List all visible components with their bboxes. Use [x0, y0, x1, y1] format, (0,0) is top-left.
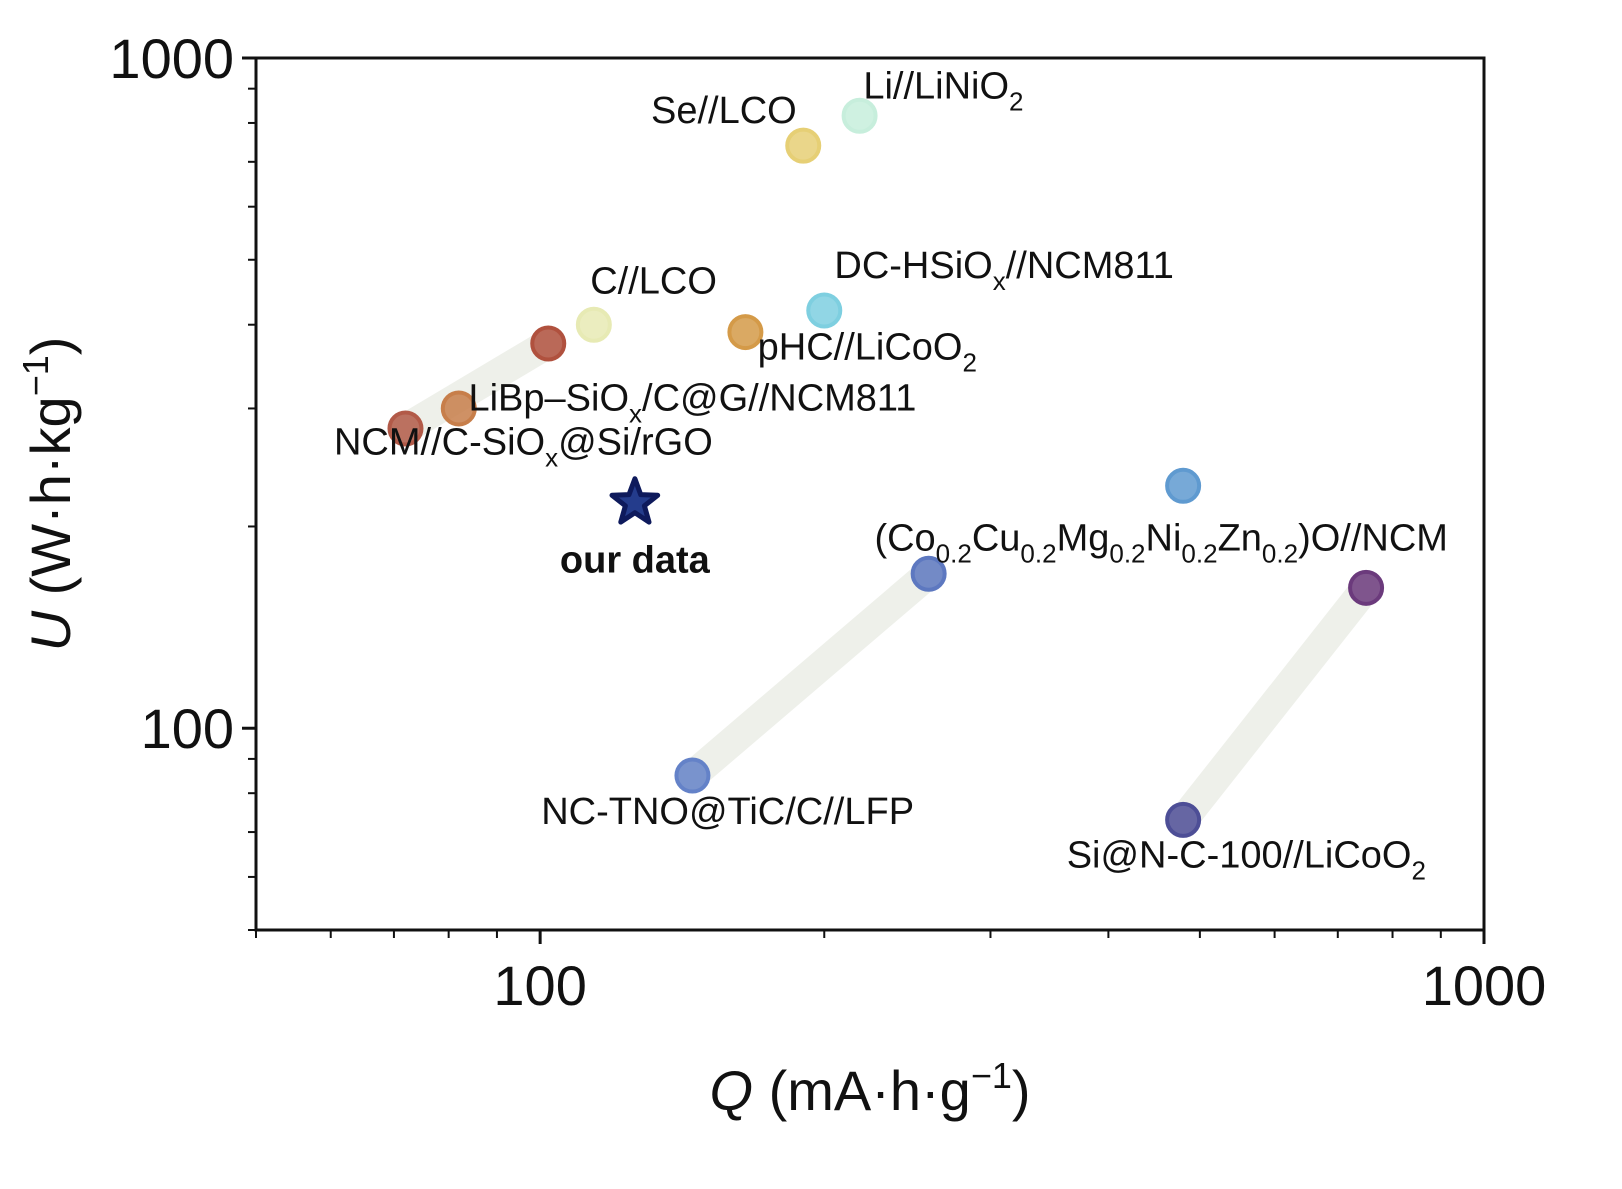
data-point-co-cu-mg-upper [910, 555, 947, 592]
data-point-nc-tno [674, 757, 711, 794]
label-part: Si@N-C-100//LiCoO [1067, 834, 1412, 876]
point-label-co-cu-mg: (Co0.2Cu0.2Mg0.2Ni0.2Zn0.2)O//NCM [874, 518, 1448, 569]
axes-layer [254, 56, 1486, 932]
label-part: x [629, 398, 642, 428]
connector-band-1 [677, 558, 944, 791]
y-tick-label-100: 100 [141, 697, 234, 760]
point-label-c-lco: C//LCO [590, 261, 717, 303]
data-point-li-linio2 [841, 97, 878, 134]
connector-band-2 [1168, 572, 1382, 835]
label-part: NCM//C-SiO [334, 422, 545, 464]
y-axis-unit-exponent: −1 [15, 355, 56, 396]
label-part: LiBp–SiO [468, 377, 629, 419]
point-label-si-n-c: Si@N-C-100//LiCoO2 [1067, 834, 1426, 885]
data-point-si-n-c-upper [1348, 569, 1385, 606]
points-layer: our data [387, 97, 1385, 838]
connector-layer [390, 328, 1382, 835]
y-axis-unit: (W·h·kg [19, 396, 82, 611]
label-part: x [993, 266, 1006, 296]
y-axis-variable: U [19, 610, 82, 651]
data-point-c-lco [575, 306, 612, 343]
y-axis-title: U (W·h·kg−1) [15, 337, 82, 652]
y-tick-label-1000: 1000 [109, 27, 234, 90]
label-part: /C@G//NCM811 [642, 377, 916, 419]
x-axis-unit-close: ) [1012, 1059, 1031, 1122]
label-part: x [545, 443, 558, 473]
label-part: @Si/rGO [558, 422, 713, 464]
point-label-li-linio2: Li//LiNiO2 [863, 66, 1023, 117]
plot-frame [254, 56, 1486, 932]
label-part: 0.2 [1181, 539, 1217, 569]
x-axis-title: Q (mA·h·g−1) [709, 1055, 1030, 1122]
label-part: 0.2 [1109, 539, 1145, 569]
data-point-dc-hsiox [806, 292, 843, 329]
label-part: //NCM811 [1006, 245, 1174, 287]
label-part: Li//LiNiO [863, 66, 1009, 108]
ticks-layer: 100 1000 100 1000 [109, 27, 1546, 1017]
data-point-hec-upper [1165, 467, 1202, 504]
label-part: pHC//LiCoO [758, 326, 963, 368]
label-part: DC-HSiO [834, 245, 992, 287]
point-label-libp-siox: LiBp–SiOx/C@G//NCM811 [468, 377, 916, 428]
label-part: 2 [962, 347, 976, 377]
label-part: Zn [1218, 518, 1262, 560]
data-point-si-n-c-lower [1165, 801, 1202, 838]
point-label-dc-hsiox: DC-HSiOx//NCM811 [834, 245, 1174, 296]
our-data-label: our data [560, 540, 711, 582]
point-label-ncm-c-siox: NCM//C-SiOx@Si/rGO [334, 422, 713, 473]
label-part: 0.2 [1262, 539, 1298, 569]
data-point-ncm-c-siox [387, 410, 424, 447]
data-point-phc-licoo2 [727, 314, 764, 351]
label-part: Ni [1146, 518, 1182, 560]
connector-band-0 [390, 328, 564, 444]
x-axis-variable: Q [709, 1059, 753, 1122]
label-part: (Co [874, 518, 935, 560]
our-data-star-marker [609, 476, 661, 525]
data-point-libp-siox [440, 390, 477, 427]
data-point-c-siox-upper [530, 325, 567, 362]
label-part: 0.2 [936, 539, 972, 569]
label-part: 2 [1009, 87, 1023, 117]
label-part: Se//LCO [651, 90, 797, 132]
label-part: 2 [1411, 855, 1425, 885]
label-part: C//LCO [590, 261, 717, 303]
x-axis-unit-exponent: −1 [971, 1055, 1012, 1096]
point-label-phc-licoo2: pHC//LiCoO2 [758, 326, 977, 377]
x-axis-unit: (mA·h·g [753, 1059, 971, 1122]
point-label-se-lco: Se//LCO [651, 90, 797, 132]
y-axis-unit-close: ) [19, 337, 82, 356]
x-tick-label-100: 100 [493, 954, 586, 1017]
label-part: Mg [1057, 518, 1110, 560]
data-point-se-lco [785, 127, 822, 164]
label-part: Cu [972, 518, 1021, 560]
label-part: NC-TNO@TiC/C//LFP [541, 791, 914, 833]
label-part: 0.2 [1020, 539, 1056, 569]
point-labels-layer: Li//LiNiO2Se//LCODC-HSiOx//NCM811C//LCOp… [334, 66, 1448, 886]
point-label-nc-tno: NC-TNO@TiC/C//LFP [541, 791, 914, 833]
x-tick-label-1000: 1000 [1422, 954, 1547, 1017]
label-part: )O//NCM [1298, 518, 1448, 560]
